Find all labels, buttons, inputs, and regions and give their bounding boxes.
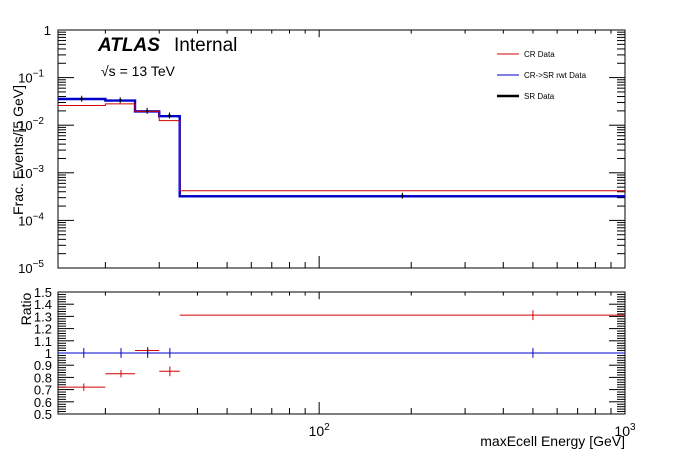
legend-label: CR Data bbox=[524, 50, 555, 59]
y-tick-label-base: 10 bbox=[18, 118, 32, 133]
ratio-x-ticks: 102 103 bbox=[104, 292, 636, 439]
ratio-y-tick-label: 1.2 bbox=[34, 322, 52, 337]
energy-label: √s = 13 TeV bbox=[101, 63, 176, 79]
main-y-axis-label: Frac. Events/[5 GeV] bbox=[10, 85, 26, 215]
legend-label: SR Data bbox=[524, 92, 555, 101]
y-tick-label: 10−5 bbox=[18, 259, 44, 276]
main-histograms bbox=[58, 97, 625, 198]
sr-data-point bbox=[145, 109, 149, 113]
atlas-status-label: Internal bbox=[174, 35, 237, 56]
x-tick-label-exponent: 2 bbox=[324, 422, 330, 433]
y-tick-label-exponent: −5 bbox=[33, 259, 45, 270]
ratio-y-tick-label: 1.3 bbox=[34, 309, 52, 324]
y-tick-label-base: 10 bbox=[18, 261, 32, 276]
y-tick-label: 10−1 bbox=[18, 69, 44, 86]
ratio-panel: 0.50.60.70.80.911.11.21.31.41.5 102 103 R… bbox=[18, 285, 636, 449]
atlas-label: ATLAS Internal √s = 13 TeV bbox=[97, 35, 237, 79]
hist-sr-data bbox=[58, 98, 625, 197]
sr-data-point bbox=[118, 98, 122, 102]
y-tick-label-exponent: −1 bbox=[33, 69, 45, 80]
ratio-y-tick-label: 0.9 bbox=[34, 358, 52, 373]
hist-cr-data bbox=[58, 103, 625, 192]
y-tick-label-base: 1 bbox=[44, 23, 51, 38]
ratio-y-tick-label: 1.1 bbox=[34, 334, 52, 349]
x-tick-label-exponent: 3 bbox=[630, 422, 636, 433]
energy-value: = 13 TeV bbox=[116, 63, 176, 79]
ratio-y-tick-label: 0.6 bbox=[34, 395, 52, 410]
legend-label: CR->SR rwt Data bbox=[524, 71, 587, 80]
ratio-y-tick-label: 0.8 bbox=[34, 370, 52, 385]
y-tick-label: 10−3 bbox=[18, 164, 44, 181]
x-axis-label: maxEcell Energy [GeV] bbox=[480, 433, 625, 449]
main-panel: 110−110−210−310−410−5 Frac. Events/[5 Ge… bbox=[10, 23, 626, 276]
hist-cr-sr-rwt-data bbox=[58, 97, 625, 198]
atlas-experiment-label: ATLAS bbox=[97, 35, 160, 56]
y-tick-label: 1 bbox=[44, 23, 51, 38]
ratio-y-tick-label: 1 bbox=[45, 346, 52, 361]
y-tick-label-exponent: −3 bbox=[33, 164, 45, 175]
ratio-y-tick-label: 1.5 bbox=[34, 285, 52, 300]
y-tick-label-exponent: −4 bbox=[33, 211, 45, 222]
energy-sqrt-s: √s bbox=[101, 63, 116, 79]
sr-data-point bbox=[80, 97, 83, 101]
legend: CR Data CR->SR rwt Data SR Data bbox=[497, 50, 587, 101]
y-tick-label: 10−4 bbox=[18, 211, 44, 228]
x-tick-label: 103 bbox=[614, 422, 636, 439]
main-frame bbox=[57, 29, 626, 269]
ratio-y-tick-label: 0.7 bbox=[34, 383, 52, 398]
y-tick-label: 10−2 bbox=[18, 116, 44, 133]
main-x-ticks bbox=[104, 30, 626, 268]
sr-data-point bbox=[401, 194, 404, 198]
ratio-y-axis-label: Ratio bbox=[18, 292, 34, 325]
y-tick-label-base: 10 bbox=[18, 213, 32, 228]
x-tick-label-base: 10 bbox=[309, 423, 325, 439]
x-tick-label: 102 bbox=[309, 422, 331, 439]
y-tick-label-exponent: −2 bbox=[33, 116, 45, 127]
ratio-y-tick-label: 1.4 bbox=[34, 297, 52, 312]
main-y-ticks: 110−110−210−310−410−5 bbox=[18, 23, 625, 276]
ratio-data-points bbox=[58, 310, 625, 391]
y-tick-label-base: 10 bbox=[18, 166, 32, 181]
main-data-points bbox=[80, 95, 404, 199]
y-tick-label-base: 10 bbox=[18, 71, 32, 86]
ratio-y-ticks: 0.50.60.70.80.911.11.21.31.41.5 bbox=[34, 285, 625, 422]
x-tick-label-base: 10 bbox=[614, 423, 630, 439]
sr-data-point bbox=[168, 114, 171, 117]
ratio-y-tick-label: 0.5 bbox=[34, 407, 52, 422]
